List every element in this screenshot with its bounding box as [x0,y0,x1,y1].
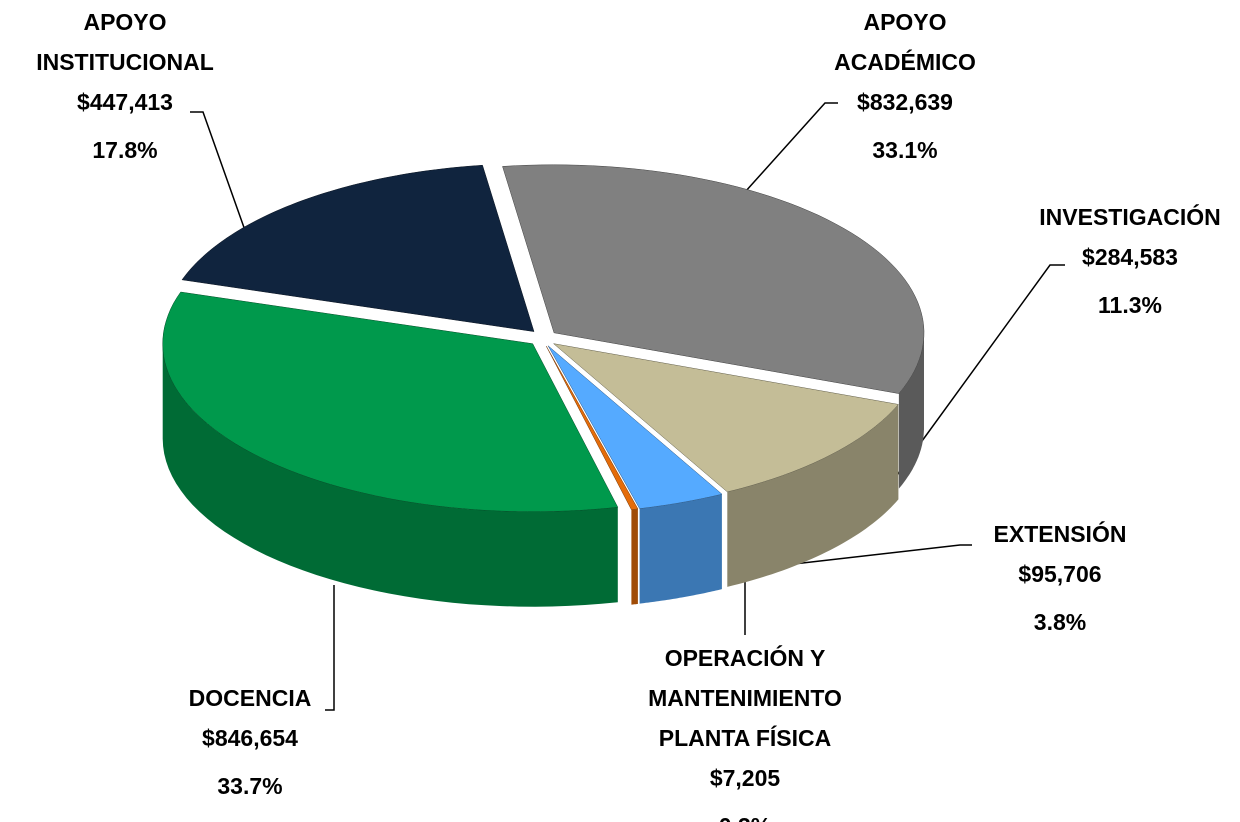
leader-line [889,264,1065,486]
category-label: APOYO INSTITUCIONAL [36,9,214,75]
value-label: $846,654 [202,725,298,751]
leader-line [784,544,972,566]
slice-side [631,508,638,605]
value-label: $7,205 [709,765,781,791]
value-label: $284,583 [1082,244,1178,270]
leader-line [744,102,838,193]
slice-label: INVESTIGACIÓN $284,583 11.3% [1010,197,1240,325]
slice [547,345,723,509]
slice-label: DOCENCIA $846,654 33.7% [150,678,350,806]
category-label: OPERACIÓN Y MANTENIMIENTO PLANTA FÍSICA [648,645,842,751]
value-label: $832,639 [857,89,953,115]
slice-side [162,343,618,607]
leader-line [325,585,335,711]
slice [502,164,925,394]
category-label: DOCENCIA [188,685,312,711]
value-label: $447,413 [77,89,173,115]
slice [546,346,639,511]
category-label: EXTENSIÓN [993,521,1127,547]
slice-label: EXTENSIÓN $95,706 3.8% [950,514,1170,642]
percent-label: 11.3% [1098,292,1162,318]
slice-side [898,332,924,489]
leader-lines [190,102,1065,711]
percent-label: 0.3% [630,806,860,822]
category-label: APOYO ACADÉMICO [834,9,976,75]
slice [552,343,899,493]
leader-line [190,111,248,237]
value-label: $95,706 [1018,561,1102,587]
percent-label: 3.8% [1033,609,1087,635]
slice-label: APOYO ACADÉMICO $832,639 33.1% [790,2,1020,170]
slice-label: OPERACIÓN Y MANTENIMIENTO PLANTA FÍSICA $… [630,638,860,822]
slice-side [727,404,899,587]
slice [162,291,619,512]
percent-label: 17.8% [92,137,158,163]
percent-label: 33.1% [872,137,938,163]
category-label: INVESTIGACIÓN [1039,204,1221,230]
slice [181,164,535,332]
slice-side [639,494,722,604]
percent-label: 33.7% [217,773,283,799]
slice-label: APOYO INSTITUCIONAL $447,413 17.8% [10,2,240,170]
